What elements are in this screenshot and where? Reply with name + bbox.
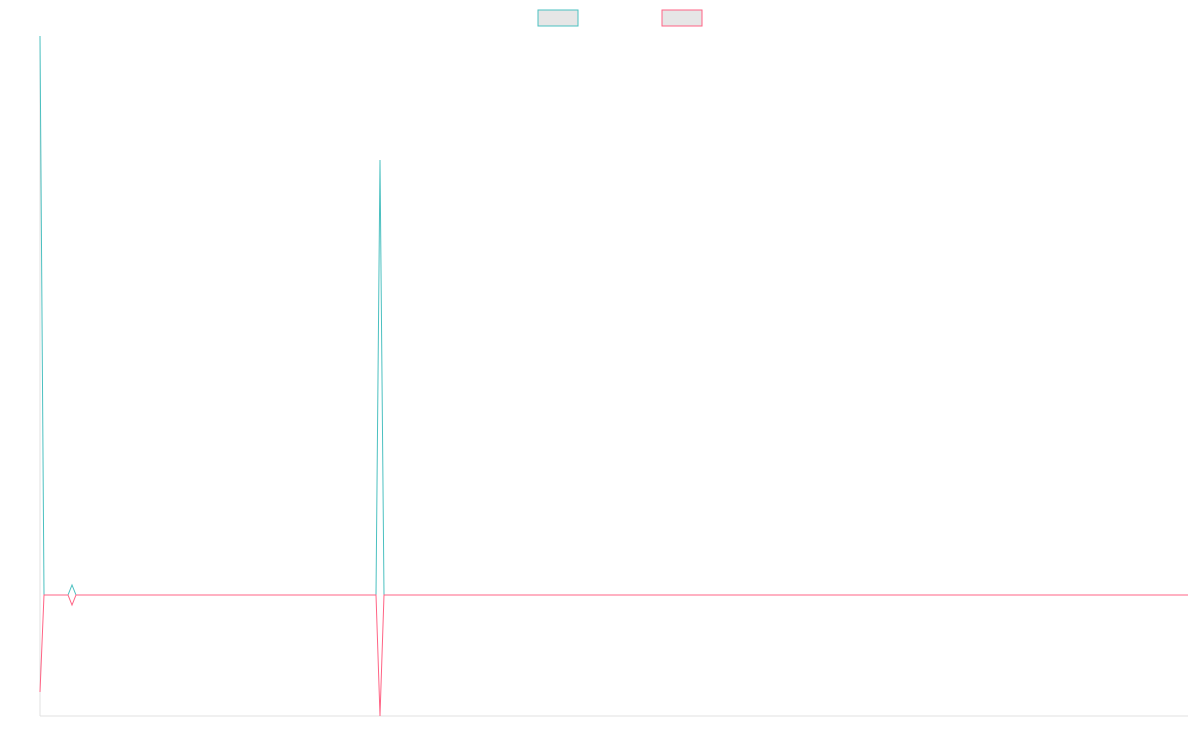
legend-swatch[interactable] [537,9,579,27]
series-line [39,594,1188,717]
series-line [39,35,1188,596]
legend-swatch[interactable] [661,9,703,27]
